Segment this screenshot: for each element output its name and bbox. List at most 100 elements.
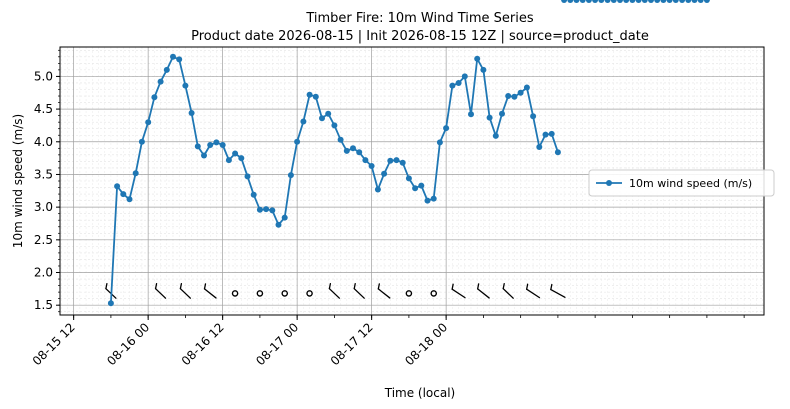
calm-wind-marker [256,290,264,297]
data-point [449,82,456,89]
y-tick-label: 5.0 [34,69,53,83]
data-point [256,206,263,213]
data-point [567,0,574,3]
wind-barb-flag [105,283,108,290]
data-point [703,0,710,3]
data-point [561,0,568,3]
y-tick-label: 3.5 [34,167,53,181]
calm-wind-marker [405,290,413,297]
data-point [213,139,220,146]
data-point [319,115,325,122]
data-point [325,110,332,117]
data-point [145,119,152,126]
data-point [579,0,586,3]
data-point [194,143,201,150]
wind-barb-staff [203,288,217,299]
data-point [281,214,288,221]
data-point [244,173,251,180]
data-point [443,125,450,132]
data-point [654,0,661,3]
y-tick-label: 4.0 [34,135,53,149]
data-point [666,0,673,3]
calm-wind-marker [430,290,438,297]
data-point [573,0,580,3]
wind-barb-staff [179,288,192,299]
data-point [424,197,431,204]
wind-barb-staff [353,288,365,299]
wind-barb-flag [353,283,356,290]
data-point [350,145,356,152]
data-point [629,0,636,3]
data-point [120,191,127,198]
wind-barb-staff [154,288,167,299]
data-point [492,132,499,139]
y-axis-label: 10m wind speed (m/s) [11,114,25,248]
wind-barb-staff [377,288,391,299]
data-point [343,147,350,154]
data-point [219,142,226,148]
data-point [182,82,189,89]
data-point [505,93,512,99]
legend: 10m wind speed (m/s) [588,169,775,197]
data-point [225,157,232,164]
data-point [672,0,679,3]
calm-wind-marker [306,290,313,297]
data-point [554,149,561,156]
data-point [107,300,114,307]
wind-barb-flag [203,283,207,290]
data-point [294,138,301,145]
data-point [660,0,667,3]
data-point [300,118,307,125]
data-point [368,163,375,169]
x-tick-label: 08-17 00 [253,320,301,368]
chart-subtitle: Product date 2026-08-15 | Init 2026-08-1… [191,29,649,44]
data-point [455,80,462,86]
data-point [648,0,654,3]
wind-barb-flag [477,283,480,290]
wind-barb-staff [477,288,490,299]
data-point [163,66,170,73]
wind-barb-flag [328,283,332,290]
data-point [250,191,257,198]
legend-box [588,169,775,197]
data-point [542,131,549,138]
wind-barb-flag [525,283,529,290]
data-point [635,0,642,3]
data-point [604,0,611,3]
data-point [430,195,437,202]
data-point [263,206,270,213]
legend-label: 10m wind speed (m/s) [629,177,752,190]
data-point [697,0,704,3]
y-tick-label: 2.5 [34,233,53,247]
data-point [592,0,599,3]
data-point [356,149,363,156]
axis-ticks: 1.5 2.0 2.5 3.0 3.5 4.0 4.5 5.0 08-15 12 08-16 00… [30,49,745,368]
data-point [399,159,406,166]
wind-barb-flag [502,283,505,290]
x-tick-label: 08-17 12 [328,320,376,368]
data-point [188,110,195,116]
data-point [126,196,133,203]
chart-title: Timber Fire: 10m Wind Time Series [305,11,534,26]
data-point [517,89,524,96]
wind-barb-staff [451,288,466,299]
y-tick-label: 2.0 [34,266,53,280]
wind-barb-flag [154,283,158,290]
data-point [287,172,294,179]
calm-wind-marker [281,290,289,297]
data-point [138,138,145,145]
x-tick-label: 08-16 00 [104,320,152,368]
calm-wind-marker [231,290,239,297]
wind-barb-flag [550,283,553,291]
data-point [585,0,592,3]
data-point [337,136,344,143]
data-point [275,221,282,228]
x-axis-label: Time (local) [384,386,456,400]
data-point [679,0,686,3]
wind-barb-staff [550,288,566,298]
y-tick-label: 3.0 [34,200,53,214]
y-tick-label: 4.5 [34,102,53,116]
wind-barb-flag [179,283,183,290]
data-point [691,0,698,3]
